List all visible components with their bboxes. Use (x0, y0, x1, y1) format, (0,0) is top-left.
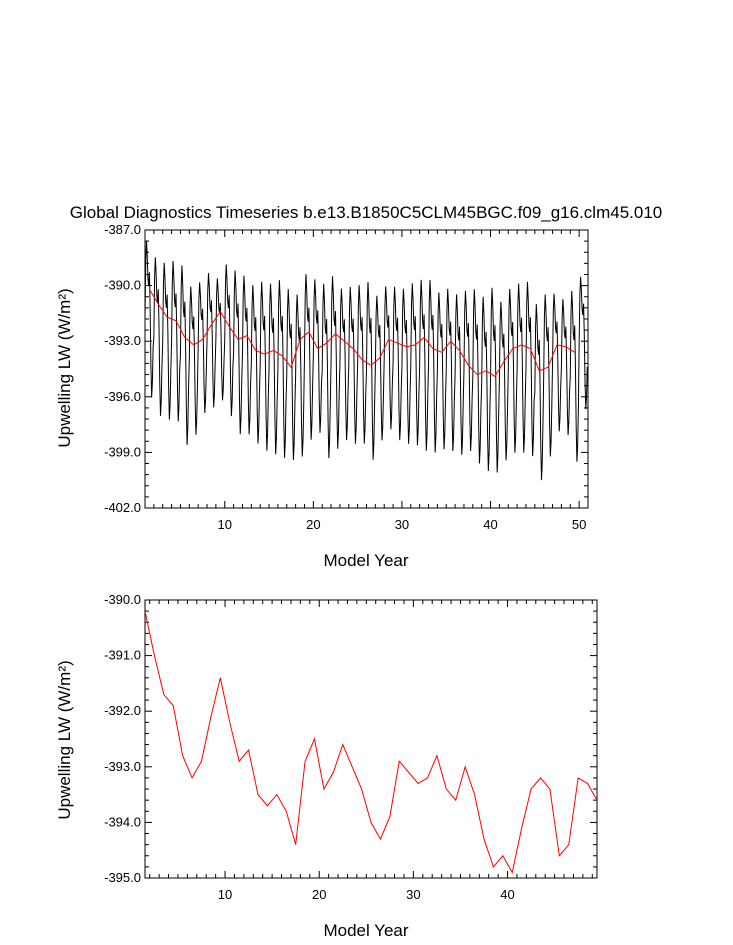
bottom-y-tick-label: -393.0 (104, 759, 141, 774)
bottom-y-tick-label: -390.0 (104, 592, 141, 607)
top-y-axis-title: Upwelling LW (W/m²) (55, 288, 74, 447)
top-x-tick-label: 30 (395, 517, 409, 532)
top-panel: Model Year Upwelling LW (W/m²) -402.0 -39… (55, 222, 589, 570)
bottom-x-tick-label: 30 (406, 887, 420, 902)
bottom-x-tick-label: 10 (218, 887, 232, 902)
bottom-x-tick-label: 40 (500, 887, 514, 902)
top-y-tick-label: -393.0 (104, 333, 141, 348)
top-x-axis-title: Model Year (323, 551, 408, 570)
bottom-y-axis-title: Upwelling LW (W/m²) (55, 660, 74, 819)
bottom-panel: Model Year Upwelling LW (W/m²) -395.0 -39… (55, 592, 598, 940)
bottom-x-tick-label: 20 (312, 887, 326, 902)
top-y-tick-label: -402.0 (104, 500, 141, 515)
bottom-y-tick-label: -394.0 (104, 814, 141, 829)
top-x-tick-label: 40 (483, 517, 497, 532)
top-x-tick-label: 10 (218, 517, 232, 532)
top-series-annual-mean (149, 289, 575, 378)
top-y-tick-label: -390.0 (104, 278, 141, 293)
bottom-series-annual-mean (145, 611, 597, 874)
bottom-y-tick-label: -395.0 (104, 870, 141, 885)
top-y-tick-label: -387.0 (104, 222, 141, 237)
top-series-monthly (145, 240, 588, 481)
bottom-plot-frame (144, 599, 598, 879)
bottom-x-axis-title: Model Year (323, 921, 408, 940)
bottom-y-tick-label: -391.0 (104, 648, 141, 663)
bottom-y-tick-label: -392.0 (104, 703, 141, 718)
top-x-tick-label: 20 (306, 517, 320, 532)
figure-title: Global Diagnostics Timeseries b.e13.B185… (70, 203, 663, 222)
top-y-tick-label: -396.0 (104, 389, 141, 404)
top-x-tick-label: 50 (572, 517, 586, 532)
top-y-tick-label: -399.0 (104, 444, 141, 459)
